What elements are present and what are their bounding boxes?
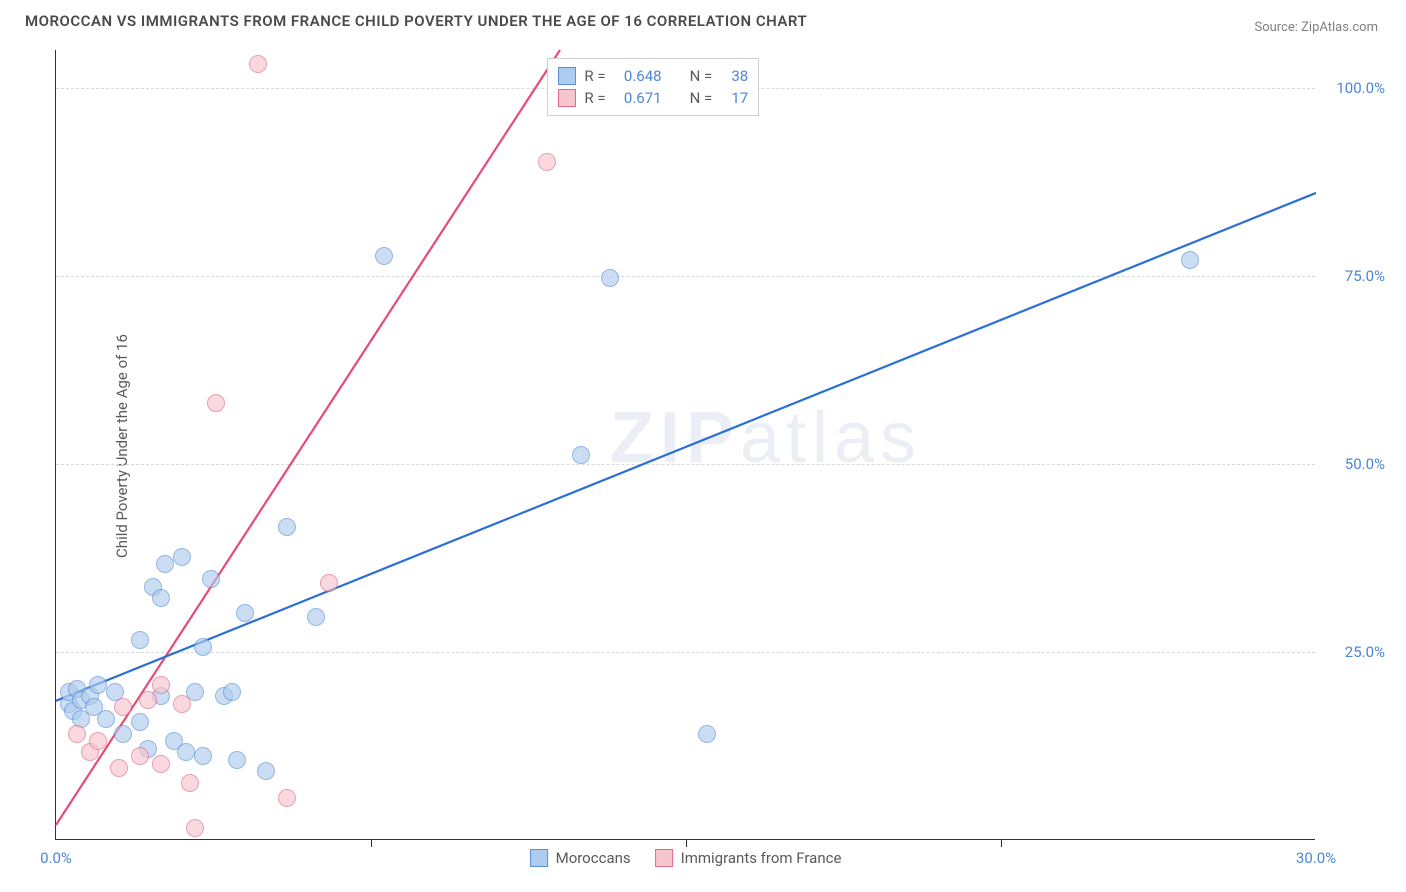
y-tick-label: 50.0% (1325, 455, 1385, 473)
data-point-moroccans (194, 747, 212, 765)
data-point-france (173, 695, 191, 713)
data-point-france (320, 574, 338, 592)
r-value: 0.671 (614, 89, 662, 107)
data-point-france (538, 153, 556, 171)
data-point-moroccans (1181, 251, 1199, 269)
trend-lines (56, 50, 1316, 840)
data-point-moroccans (177, 743, 195, 761)
data-point-france (139, 691, 157, 709)
x-tick-label: 30.0% (1296, 849, 1336, 867)
correlation-stats-box: R = 0.648 N = 38 R = 0.671 N = 17 (547, 58, 759, 116)
data-point-moroccans (698, 725, 716, 743)
x-tick (371, 839, 372, 847)
data-point-france (278, 789, 296, 807)
data-point-france (114, 698, 132, 716)
data-point-moroccans (278, 518, 296, 536)
data-point-france (181, 774, 199, 792)
stats-row: R = 0.671 N = 17 (558, 87, 748, 109)
y-tick-label: 75.0% (1325, 267, 1385, 285)
data-point-moroccans (114, 725, 132, 743)
data-point-moroccans (375, 247, 393, 265)
n-label: N = (690, 67, 713, 85)
data-point-moroccans (97, 710, 115, 728)
n-value: 17 (720, 89, 748, 107)
data-point-moroccans (152, 589, 170, 607)
data-point-moroccans (131, 631, 149, 649)
legend-label: Moroccans (556, 849, 631, 867)
chart-container: MOROCCAN VS IMMIGRANTS FROM FRANCE CHILD… (0, 0, 1406, 892)
data-point-moroccans (202, 570, 220, 588)
legend-item: Immigrants from France (655, 849, 842, 867)
legend-item: Moroccans (530, 849, 631, 867)
data-point-moroccans (572, 446, 590, 464)
data-point-france (186, 819, 204, 837)
stats-row: R = 0.648 N = 38 (558, 65, 748, 87)
data-point-moroccans (223, 683, 241, 701)
data-point-moroccans (601, 269, 619, 287)
data-point-france (68, 725, 86, 743)
r-value: 0.648 (614, 67, 662, 85)
legend-swatch (530, 849, 548, 867)
data-point-france (131, 747, 149, 765)
plot-area: ZIPatlas 25.0%50.0%75.0%100.0%0.0%30.0%R… (55, 50, 1315, 840)
series-swatch (558, 67, 576, 85)
data-point-france (89, 732, 107, 750)
data-point-moroccans (307, 608, 325, 626)
x-tick (686, 839, 687, 847)
data-point-moroccans (173, 548, 191, 566)
data-point-france (110, 759, 128, 777)
x-tick-label: 0.0% (40, 849, 72, 867)
data-point-france (152, 676, 170, 694)
n-value: 38 (720, 67, 748, 85)
data-point-moroccans (257, 762, 275, 780)
trend-line-moroccans (56, 193, 1316, 701)
data-point-moroccans (156, 555, 174, 573)
data-point-france (152, 755, 170, 773)
chart-title: MOROCCAN VS IMMIGRANTS FROM FRANCE CHILD… (25, 12, 807, 30)
data-point-moroccans (228, 751, 246, 769)
legend-label: Immigrants from France (681, 849, 842, 867)
source-label: Source: ZipAtlas.com (1254, 20, 1378, 35)
data-point-moroccans (236, 604, 254, 622)
series-swatch (558, 89, 576, 107)
data-point-moroccans (194, 638, 212, 656)
data-point-moroccans (131, 713, 149, 731)
n-label: N = (690, 89, 713, 107)
data-point-moroccans (89, 676, 107, 694)
y-tick-label: 100.0% (1325, 79, 1385, 97)
data-point-france (249, 55, 267, 73)
x-tick (1001, 839, 1002, 847)
legend-swatch (655, 849, 673, 867)
r-label: R = (584, 67, 605, 85)
y-tick-label: 25.0% (1325, 643, 1385, 661)
r-label: R = (584, 89, 605, 107)
legend: Moroccans Immigrants from France (530, 849, 842, 867)
data-point-france (207, 394, 225, 412)
